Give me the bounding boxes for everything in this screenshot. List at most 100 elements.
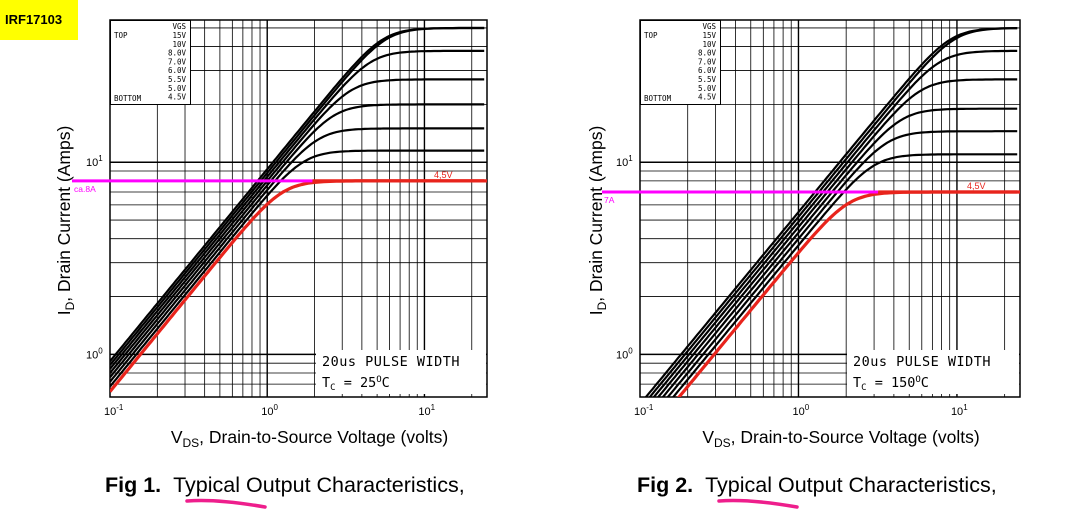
legend-entry: 7.0V bbox=[698, 57, 717, 66]
curve-5-5V bbox=[110, 127, 485, 383]
y-tick-exp: 0 bbox=[98, 346, 103, 355]
y-axis-label-rest: , Drain Current (Amps) bbox=[54, 126, 74, 302]
legend-entry: 15V bbox=[702, 31, 716, 40]
legend-entry: 5.0V bbox=[698, 84, 717, 93]
chart-2: TOPBOTTOMVGS15V10V8.0V7.0V6.0V5.5V5.0V4.… bbox=[586, 19, 1021, 509]
curve-10V bbox=[648, 27, 1018, 397]
legend-top-label: TOP bbox=[644, 31, 658, 40]
note-tc-main: T bbox=[853, 375, 861, 391]
legend-entry: 7.0V bbox=[168, 57, 187, 66]
note-tc-sub: C bbox=[330, 383, 335, 393]
y-tick-base: 10 bbox=[616, 349, 628, 361]
legend-top-label: TOP bbox=[114, 31, 128, 40]
note-tc-sub: C bbox=[861, 383, 866, 393]
note-tc-sup: O bbox=[376, 375, 381, 385]
curve-10V bbox=[110, 26, 485, 366]
y-axis-label-rest: , Drain Current (Amps) bbox=[586, 126, 606, 302]
x-tick-base: 10 bbox=[104, 406, 116, 418]
x-tick-exp: -1 bbox=[646, 403, 654, 412]
y-axis-label-main: I bbox=[586, 310, 606, 315]
part-number-badge: IRF17103 bbox=[0, 0, 78, 40]
legend-entry: 10V bbox=[702, 40, 716, 49]
legend-header: VGS bbox=[172, 22, 186, 31]
x-axis-label-main: V bbox=[702, 427, 714, 447]
note-background bbox=[316, 350, 486, 394]
curve-5-5V bbox=[666, 130, 1018, 397]
x-tick-exp: 0 bbox=[273, 403, 278, 412]
legend-entry: 4.5V bbox=[168, 93, 187, 102]
x-axis-label-rest: , Drain-to-Source Voltage (volts) bbox=[199, 427, 448, 447]
current-marker-label: ca.8A bbox=[74, 184, 96, 194]
caption-keyword: Typical bbox=[173, 473, 240, 497]
y-tick-exp: 0 bbox=[628, 346, 633, 355]
y-tick-label: 101 bbox=[616, 154, 633, 169]
curve-6-0V bbox=[110, 103, 485, 378]
legend-entry: 4.5V bbox=[698, 93, 717, 102]
x-tick-base: 10 bbox=[792, 406, 804, 418]
legend-entry: 8.0V bbox=[168, 49, 187, 58]
x-tick-label: 10-1 bbox=[634, 403, 654, 418]
y-tick-exp: 1 bbox=[98, 154, 103, 163]
x-tick-exp: 1 bbox=[431, 403, 436, 412]
x-tick-base: 10 bbox=[261, 406, 273, 418]
x-tick-label: 101 bbox=[418, 403, 435, 418]
note-tc-end: C bbox=[382, 375, 390, 391]
curve-7-0V bbox=[110, 78, 485, 374]
legend-entry: 5.5V bbox=[168, 75, 187, 84]
legend-bottom-label: BOTTOM bbox=[644, 94, 672, 103]
curve-8-0V bbox=[652, 49, 1018, 397]
legend-box bbox=[110, 20, 191, 105]
note-tc-main: T bbox=[322, 375, 330, 391]
y-axis-label-sub: D bbox=[63, 301, 77, 310]
x-tick-label: 101 bbox=[951, 403, 968, 418]
legend-entry: 8.0V bbox=[698, 49, 717, 58]
y-tick-base: 10 bbox=[86, 349, 98, 361]
curve-5-0V bbox=[110, 149, 485, 388]
figure-caption: Fig 2. Typical Output Characteristics, bbox=[637, 473, 997, 497]
x-tick-exp: 0 bbox=[805, 403, 810, 412]
note-tc-rest: = 25 bbox=[336, 375, 377, 391]
y-tick-exp: 1 bbox=[628, 154, 633, 163]
highlight-curve-label: 4,5V bbox=[434, 170, 453, 180]
legend-entry: 5.0V bbox=[168, 84, 187, 93]
legend-header: VGS bbox=[702, 22, 716, 31]
x-tick-base: 10 bbox=[951, 406, 963, 418]
highlight-curve-label: 4,5V bbox=[967, 181, 986, 191]
caption-spacer bbox=[161, 473, 173, 497]
legend-entry: 6.0V bbox=[698, 66, 717, 75]
vgs-legend: TOP BOTTOM VGS15V10V8.0V7.0V6.0V5.5V5.0V4.… bbox=[640, 20, 721, 105]
x-tick-label: 100 bbox=[261, 403, 278, 418]
x-tick-exp: -1 bbox=[116, 403, 124, 412]
x-axis-label-rest: , Drain-to-Source Voltage (volts) bbox=[731, 427, 980, 447]
y-tick-base: 10 bbox=[86, 157, 98, 169]
note-pulse-width: 20us PULSE WIDTH bbox=[853, 354, 991, 370]
caption-underline bbox=[717, 498, 799, 509]
x-axis-label-sub: DS bbox=[714, 436, 731, 450]
x-tick-label: 10-1 bbox=[104, 403, 124, 418]
caption-underline bbox=[185, 498, 267, 509]
legend-entry: 10V bbox=[172, 40, 186, 49]
note-tc-sup: O bbox=[915, 375, 920, 385]
x-axis-label: VDS, Drain-to-Source Voltage (volts) bbox=[171, 427, 448, 450]
caption-figure-number: Fig 2. bbox=[637, 473, 693, 497]
chart-1: TOPBOTTOMVGS15V10V8.0V7.0V6.0V5.5V5.0V4.… bbox=[54, 19, 488, 509]
y-axis-label: ID, Drain Current (Amps) bbox=[54, 126, 77, 316]
legend-box bbox=[640, 20, 721, 105]
legend-entry: 6.0V bbox=[168, 66, 187, 75]
caption-figure-number: Fig 1. bbox=[105, 473, 161, 497]
current-marker-label: 7A bbox=[604, 195, 615, 205]
x-tick-base: 10 bbox=[634, 406, 646, 418]
x-axis-label-sub: DS bbox=[183, 436, 200, 450]
vgs-legend: TOP BOTTOM VGS15V10V8.0V7.0V6.0V5.5V5.0V4.… bbox=[110, 20, 191, 105]
x-axis-label-main: V bbox=[171, 427, 183, 447]
x-tick-base: 10 bbox=[418, 406, 430, 418]
legend-bottom-label: BOTTOM bbox=[114, 94, 142, 103]
y-tick-label: 100 bbox=[616, 346, 633, 361]
figure-caption: Fig 1. Typical Output Characteristics, bbox=[105, 473, 465, 497]
y-tick-base: 10 bbox=[616, 157, 628, 169]
caption-rest: Output Characteristics, bbox=[240, 473, 465, 497]
curve-15V bbox=[644, 27, 1018, 397]
y-tick-label: 101 bbox=[86, 154, 103, 169]
